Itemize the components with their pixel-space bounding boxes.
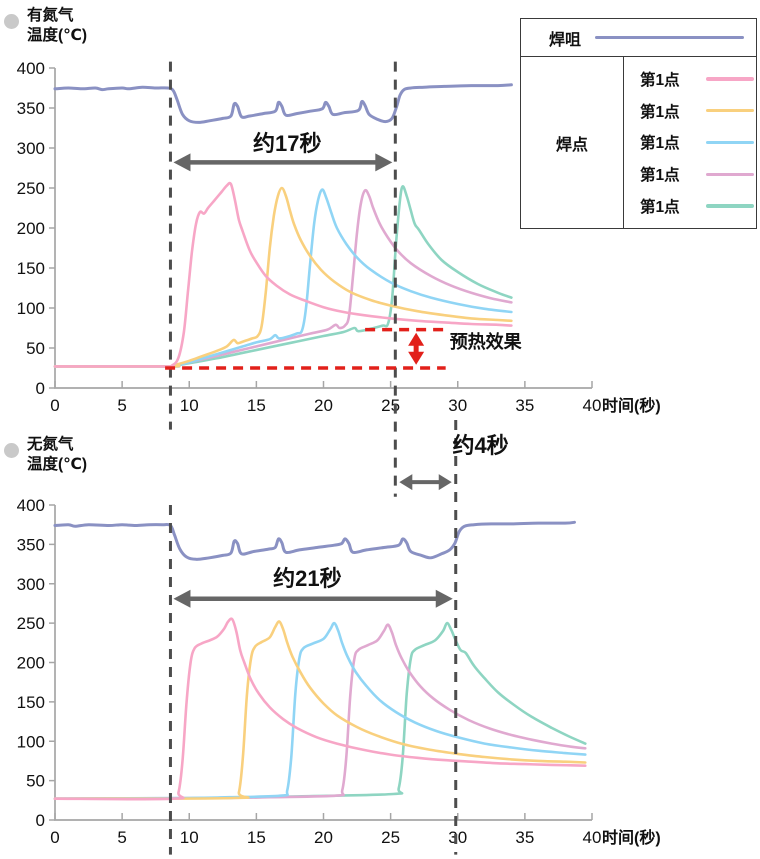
with-nitrogen-series-2 bbox=[53, 188, 513, 368]
with-nitrogen-xtick-label: 35 bbox=[515, 396, 534, 415]
no-nitrogen-xtick-label: 30 bbox=[448, 828, 467, 847]
chart2-header: 无氮气 温度(℃) bbox=[0, 435, 87, 475]
legend-tip-line-swatch bbox=[595, 35, 744, 40]
legend-joint-label: 焊点 bbox=[555, 136, 588, 154]
no-nitrogen-ytick-label: 100 bbox=[17, 732, 45, 751]
with-nitrogen-series-5 bbox=[53, 181, 513, 368]
with-nitrogen-ytick-label: 150 bbox=[17, 259, 45, 278]
legend-entry-line-swatch bbox=[706, 204, 754, 208]
no-nitrogen-series-0 bbox=[53, 520, 576, 561]
with-nitrogen-ytick-label: 100 bbox=[17, 299, 45, 318]
no-nitrogen-xtick-label: 15 bbox=[247, 828, 266, 847]
with-nitrogen-span-arrow-head-left bbox=[173, 153, 191, 172]
legend-entry-2: 第1点 bbox=[624, 131, 756, 153]
legend-joint-cell: 焊点 bbox=[521, 57, 624, 228]
no-nitrogen-xtick-label: 25 bbox=[381, 828, 400, 847]
no-nitrogen-xtick-label: 40 bbox=[583, 828, 602, 847]
with-nitrogen-preheat-arrow-head-top bbox=[408, 332, 425, 346]
with-nitrogen-xtick-label: 5 bbox=[117, 396, 126, 415]
with-nitrogen-span-label: 约17秒 bbox=[253, 131, 321, 156]
no-nitrogen-ytick-label: 350 bbox=[17, 535, 45, 554]
no-nitrogen-gap-arrow-head-right bbox=[438, 474, 452, 491]
chart2-ylabel: 温度(℃) bbox=[27, 456, 88, 473]
legend-entry-label: 第1点 bbox=[640, 103, 680, 121]
no-nitrogen-span-arrow-head-left bbox=[173, 589, 191, 608]
legend-entry-3: 第1点 bbox=[624, 163, 756, 185]
with-nitrogen-ytick-label: 50 bbox=[26, 339, 45, 358]
no-nitrogen-ytick-label: 50 bbox=[26, 772, 45, 791]
with-nitrogen-ytick-label: 250 bbox=[17, 179, 45, 198]
no-nitrogen-ytick-label: 150 bbox=[17, 693, 45, 712]
no-nitrogen-gap-arrow-head-left bbox=[399, 474, 413, 491]
legend-entry-line-swatch bbox=[706, 77, 754, 81]
no-nitrogen-series-4 bbox=[53, 620, 587, 800]
no-nitrogen-series-5 bbox=[53, 617, 587, 801]
with-nitrogen-series-1 bbox=[53, 185, 513, 368]
with-nitrogen-xtick-label: 20 bbox=[314, 396, 333, 415]
no-nitrogen-series-2 bbox=[53, 623, 587, 800]
no-nitrogen-xtick-label: 35 bbox=[515, 828, 534, 847]
with-nitrogen-xtick-label: 40 bbox=[583, 396, 602, 415]
no-nitrogen-xtick-label: 10 bbox=[180, 828, 199, 847]
with-nitrogen-series-0 bbox=[53, 83, 513, 124]
legend-entry-label: 第1点 bbox=[640, 135, 680, 153]
legend-entry-label: 第1点 bbox=[640, 71, 680, 89]
with-nitrogen-ytick-label: 200 bbox=[17, 219, 45, 238]
no-nitrogen-ytick-label: 0 bbox=[36, 811, 45, 830]
with-nitrogen-xaxis-label: 时间(秒) bbox=[602, 396, 661, 415]
no-nitrogen-xaxis-label: 时间(秒) bbox=[602, 828, 661, 847]
with-nitrogen-ytick-label: 300 bbox=[17, 139, 45, 158]
no-nitrogen-ytick-label: 250 bbox=[17, 614, 45, 633]
no-nitrogen-series-3 bbox=[53, 621, 587, 800]
with-nitrogen-span-arrow-head-right bbox=[375, 153, 393, 172]
chart1-title: 有氮气 bbox=[27, 7, 74, 24]
no-nitrogen-xtick-label: 0 bbox=[50, 828, 59, 847]
with-nitrogen-ytick-label: 350 bbox=[17, 99, 45, 118]
no-nitrogen-axes bbox=[54, 505, 592, 821]
no-nitrogen-gap-label: 约4秒 bbox=[452, 433, 508, 458]
legend-entry-label: 第1点 bbox=[640, 167, 680, 185]
with-nitrogen-xtick-label: 25 bbox=[381, 396, 400, 415]
no-nitrogen-span-arrow-head-right bbox=[435, 589, 453, 608]
with-nitrogen-xtick-label: 15 bbox=[247, 396, 266, 415]
chart2-title: 无氮气 bbox=[27, 436, 74, 453]
with-nitrogen-preheat-label: 预热效果 bbox=[450, 331, 523, 352]
bullet-icon bbox=[4, 443, 19, 458]
with-nitrogen-series-4 bbox=[53, 186, 513, 368]
legend-entries: 第1点 第1点 第1点 第1点 第1点 bbox=[624, 57, 756, 228]
with-nitrogen-series-3 bbox=[53, 188, 513, 368]
no-nitrogen-xtick-label: 20 bbox=[314, 828, 333, 847]
no-nitrogen-span-label: 约21秒 bbox=[273, 566, 341, 591]
legend-entry-label: 第1点 bbox=[640, 199, 680, 217]
legend-entry-line-swatch bbox=[706, 140, 754, 145]
with-nitrogen-xtick-label: 0 bbox=[50, 396, 59, 415]
no-nitrogen-ytick-label: 400 bbox=[17, 496, 45, 515]
legend-entry-0: 第1点 bbox=[624, 68, 756, 90]
legend-entry-1: 第1点 bbox=[624, 100, 756, 122]
with-nitrogen-xtick-label: 30 bbox=[448, 396, 467, 415]
bullet-icon bbox=[4, 14, 19, 29]
with-nitrogen-ytick-label: 0 bbox=[36, 379, 45, 398]
chart1-header: 有氮气 温度(℃) bbox=[0, 6, 87, 46]
legend: 焊咀 焊点 第1点 第1点 第1点 第1点 第1点 bbox=[520, 18, 757, 229]
no-nitrogen-series-1 bbox=[53, 621, 587, 800]
legend-tip-row: 焊咀 bbox=[521, 19, 756, 57]
no-nitrogen-ytick-label: 300 bbox=[17, 575, 45, 594]
no-nitrogen-xtick-label: 5 bbox=[117, 828, 126, 847]
legend-entry-line-swatch bbox=[706, 172, 754, 177]
with-nitrogen-preheat-arrow-head-bottom bbox=[408, 351, 425, 365]
legend-entry-4: 第1点 bbox=[624, 195, 756, 217]
legend-tip-label: 焊咀 bbox=[549, 31, 582, 49]
with-nitrogen-ytick-label: 400 bbox=[17, 59, 45, 78]
with-nitrogen-xtick-label: 10 bbox=[180, 396, 199, 415]
chart1-ylabel: 温度(℃) bbox=[27, 27, 88, 44]
no-nitrogen-ytick-label: 200 bbox=[17, 654, 45, 673]
legend-entry-line-swatch bbox=[706, 108, 754, 113]
